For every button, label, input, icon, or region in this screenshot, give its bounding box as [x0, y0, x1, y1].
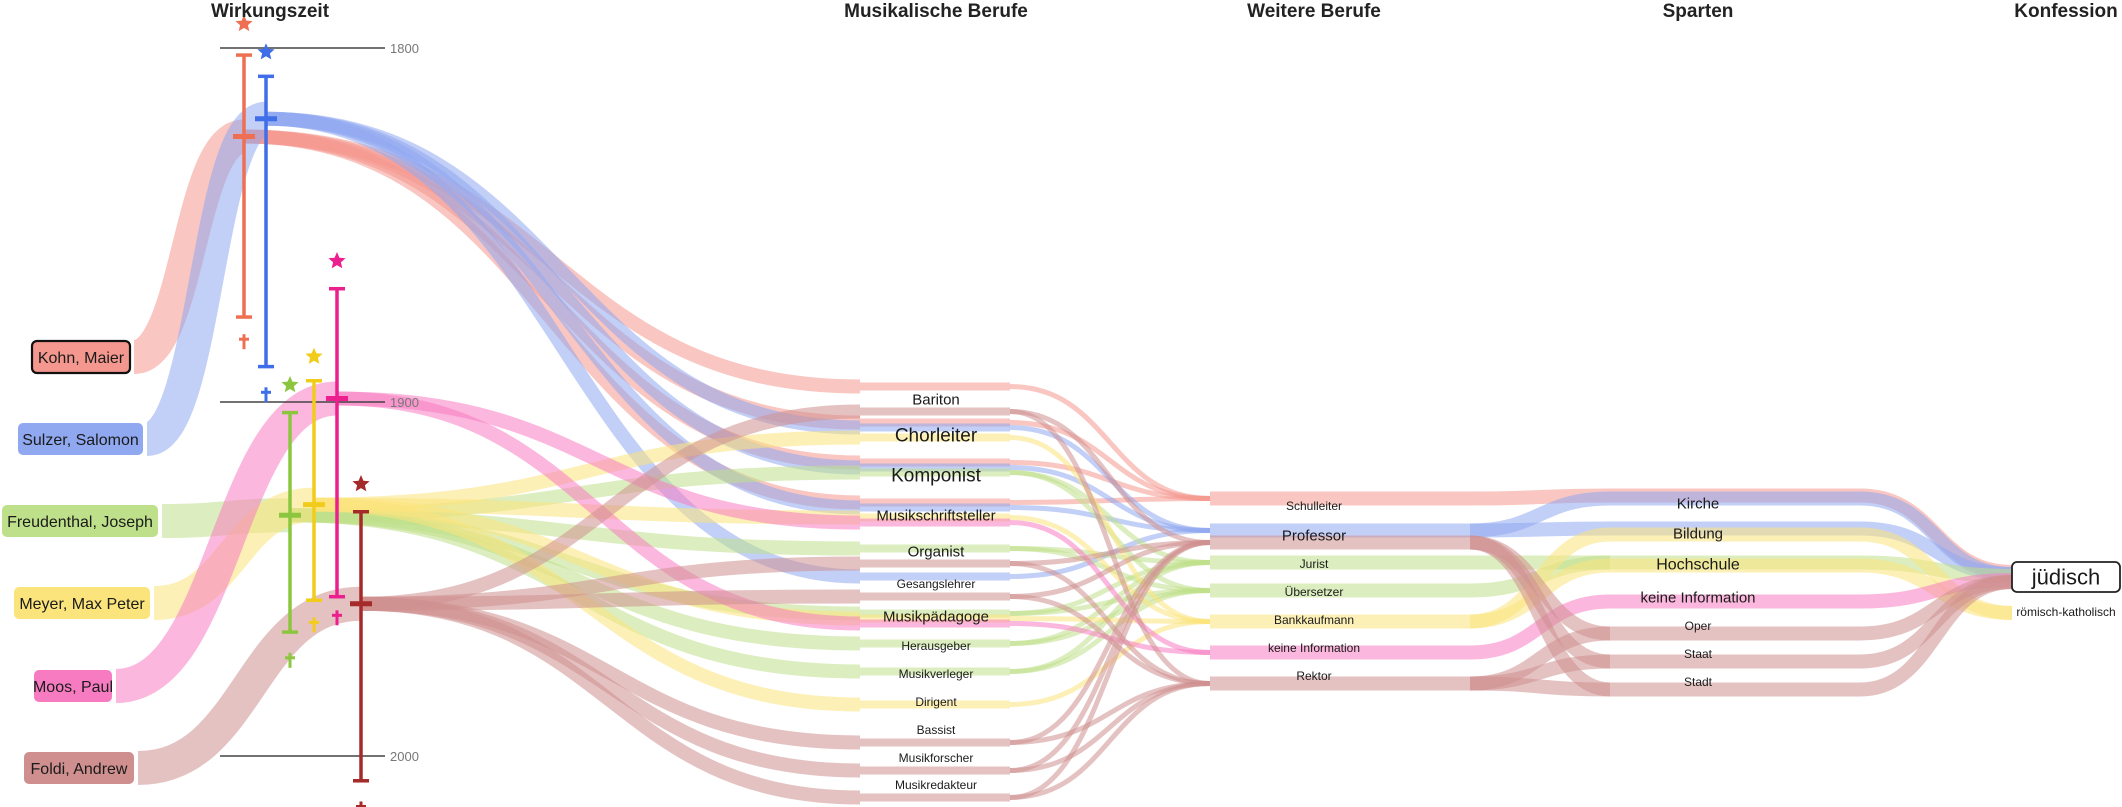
sparten-node-bildung[interactable]: Bildung [1673, 525, 1723, 542]
svg-text:jüdisch: jüdisch [2031, 565, 2100, 590]
sparten-node-hochschule[interactable]: Hochschule [1656, 557, 1740, 574]
weitere-node-uebersetzer[interactable]: Übersetzer [1285, 585, 1344, 599]
birth-star-icon [305, 347, 323, 364]
person-name-label: Kohn, Maier [38, 350, 125, 367]
person-foldi[interactable]: Foldi, Andrew [24, 752, 134, 784]
weitere-node-bankkaufmann[interactable]: Bankkaufmann [1274, 613, 1354, 627]
birth-star-icon [257, 43, 275, 60]
person-name-label: Sulzer, Salomon [22, 432, 139, 449]
person-sulzer[interactable]: Sulzer, Salomon [18, 423, 143, 455]
flow-timeline-to-musik [360, 596, 861, 805]
column-header-weitere-berufe: Weitere Berufe [1247, 1, 1381, 22]
column-header-sparten: Sparten [1663, 1, 1734, 22]
weitere-node-schulleiter[interactable]: Schulleiter [1286, 499, 1342, 513]
flow-weitere-to-sparten [1469, 521, 1611, 538]
death-cross-icon [239, 334, 249, 350]
person-kohn[interactable]: Kohn, Maier [30, 339, 132, 375]
column-header-konfession: Konfession [2014, 1, 2117, 22]
musik-node-musikforscher[interactable]: Musikforscher [899, 751, 974, 765]
weitere-node-professor[interactable]: Professor [1282, 527, 1346, 544]
category-nodes: Bariton Chorleiter Komponist Musikschriftst… [876, 391, 2121, 792]
lifeline-freudenthal[interactable] [279, 375, 301, 668]
weitere-node-jurist[interactable]: Jurist [1300, 557, 1329, 571]
flow-musik-to-weitere [1009, 540, 1211, 800]
death-cross-icon [356, 801, 366, 807]
lifeline-meyer[interactable] [303, 347, 325, 633]
person-labels: Kohn, Maier Sulzer, Salomon Freudenthal, J… [2, 339, 158, 784]
sparten-node-oper[interactable]: Oper [1685, 619, 1712, 633]
death-cross-icon [285, 652, 295, 668]
flow-musik-to-weitere [1009, 409, 1211, 686]
musik-node-dirigent[interactable]: Dirigent [915, 695, 957, 709]
flow-timeline-to-musik [360, 589, 861, 611]
weitere-node-keine-information[interactable]: keine Information [1268, 641, 1360, 655]
timeline: 1800 1900 2000 [220, 14, 419, 807]
death-cross-icon [332, 610, 342, 626]
musik-node-musikschriftsteller[interactable]: Musikschriftsteller [876, 507, 995, 524]
birth-star-icon [328, 252, 346, 269]
musik-node-organist[interactable]: Organist [908, 543, 966, 560]
weitere-node-rektor[interactable]: Rektor [1296, 669, 1331, 683]
svg-text:römisch-katholisch: römisch-katholisch [2016, 605, 2115, 619]
lifeline-moos[interactable] [326, 252, 348, 626]
flow-musik-to-weitere [1009, 681, 1211, 773]
sparten-node-staat[interactable]: Staat [1684, 647, 1713, 661]
flow-weitere-to-sparten [1469, 676, 1611, 697]
musik-node-musikredakteur[interactable]: Musikredakteur [895, 778, 977, 792]
timeline-tick-label: 1900 [390, 395, 419, 410]
konfession-node-roemisch-katholisch[interactable]: römisch-katholisch [2016, 605, 2115, 619]
flow-musik-to-weitere [1009, 588, 1211, 674]
musik-node-gesangslehrer[interactable]: Gesangslehrer [897, 577, 976, 591]
person-name-label: Moos, Paul [33, 679, 113, 696]
column-header-wirkungszeit: Wirkungszeit [211, 1, 330, 22]
lifeline-kohn[interactable] [233, 14, 255, 350]
death-cross-icon [261, 387, 271, 403]
flow-person-to-timeline [137, 586, 362, 785]
person-name-label: Freudenthal, Joseph [7, 514, 153, 531]
lifeline-foldi[interactable] [350, 475, 372, 807]
flow-musik-to-weitere [1009, 420, 1211, 501]
lifeline-sulzer[interactable] [255, 43, 277, 403]
person-freudenthal[interactable]: Freudenthal, Joseph [2, 505, 158, 537]
timeline-tick-label: 1800 [390, 41, 419, 56]
column-headers: Wirkungszeit Musikalische Berufe Weitere B… [211, 1, 2118, 22]
musik-node-herausgeber[interactable]: Herausgeber [901, 639, 970, 653]
person-name-label: Meyer, Max Peter [19, 596, 145, 613]
flow-links [114, 101, 2013, 805]
person-meyer[interactable]: Meyer, Max Peter [14, 587, 150, 619]
person-name-label: Foldi, Andrew [31, 761, 128, 778]
sparten-node-kirche[interactable]: Kirche [1677, 495, 1720, 512]
flow-musik-to-weitere [1009, 409, 1211, 545]
musik-node-musikpaedagoge[interactable]: Musikpädagoge [883, 608, 989, 625]
flow-musik-to-weitere [1009, 435, 1211, 624]
sparten-node-stadt[interactable]: Stadt [1684, 675, 1713, 689]
konfession-node-juedisch[interactable]: jüdisch [2011, 561, 2121, 593]
flow-musik-to-weitere [1009, 540, 1211, 599]
flow-musik-to-weitere [1009, 520, 1211, 655]
birth-star-icon [235, 14, 253, 32]
birth-star-icon [281, 375, 299, 393]
musik-node-bassist[interactable]: Bassist [917, 723, 956, 737]
timeline-tick-label: 2000 [390, 749, 419, 764]
musik-node-chorleiter[interactable]: Chorleiter [895, 426, 978, 447]
musik-node-musikverleger[interactable]: Musikverleger [899, 667, 974, 681]
flow-sparten-to-konfession [1859, 575, 2013, 697]
musik-node-komponist[interactable]: Komponist [891, 466, 981, 487]
death-cross-icon [309, 617, 319, 633]
flow-musik-to-weitere [1009, 681, 1211, 800]
flow-musik-to-weitere [1009, 619, 1211, 707]
flow-timeline-to-musik [360, 404, 861, 611]
birth-star-icon [352, 475, 370, 492]
person-moos[interactable]: Moos, Paul [33, 670, 113, 702]
sparten-node-keine-information[interactable]: keine Information [1640, 589, 1755, 606]
column-header-musikalische-berufe: Musikalische Berufe [844, 1, 1028, 22]
musik-node-bariton[interactable]: Bariton [912, 391, 960, 408]
